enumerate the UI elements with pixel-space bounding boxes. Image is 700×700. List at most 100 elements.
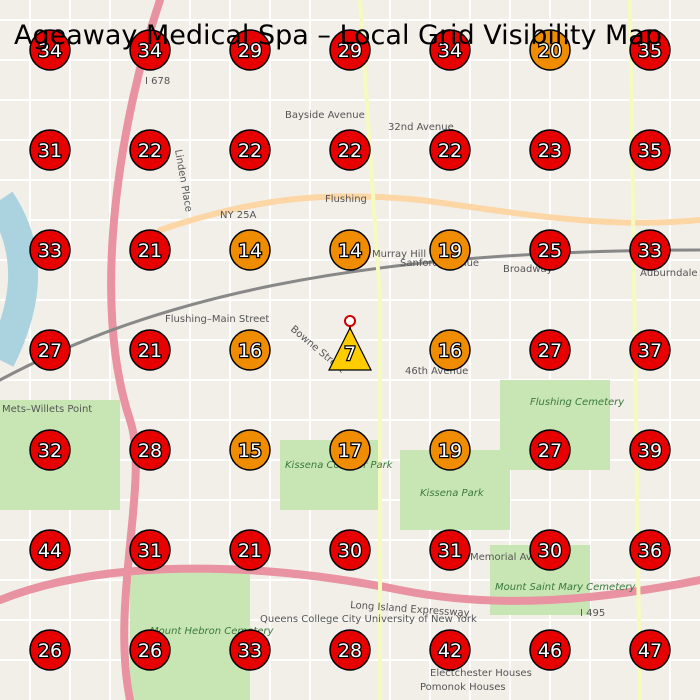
rank-marker (329, 629, 371, 671)
rank-markers: 34 34 29 29 34 20 35 31 22 22 22 22 23 35 33 21 14 14 19 25… (29, 29, 671, 671)
rank-marker (29, 429, 71, 471)
rank-label: 14 (338, 240, 362, 262)
rank-marker (629, 529, 671, 571)
rank-label: 34 (38, 40, 62, 62)
rank-marker (429, 129, 471, 171)
rank-label: 32 (38, 440, 62, 462)
rank-label: 33 (638, 240, 662, 262)
map-label: Bayside Avenue (285, 110, 365, 121)
rank-marker (329, 29, 371, 71)
rank-marker (229, 329, 271, 371)
rank-label: 28 (338, 640, 362, 662)
rank-marker (29, 329, 71, 371)
rank-label: 33 (38, 240, 62, 262)
rank-label: 16 (438, 340, 462, 362)
map-label: I 495 (580, 608, 605, 619)
rank-marker (429, 229, 471, 271)
rank-marker (529, 129, 571, 171)
rank-label: 21 (138, 340, 162, 362)
rank-marker (29, 129, 71, 171)
rank-label: 36 (638, 540, 662, 562)
map-label: Kissena Park (420, 488, 485, 499)
rank-label: 19 (438, 240, 462, 262)
rank-label: 31 (438, 540, 462, 562)
map-title: Ageaway Medical Spa – Local Grid Visibil… (14, 20, 662, 51)
rank-marker (229, 429, 271, 471)
rank-marker (229, 529, 271, 571)
map-label: Electchester Houses (430, 668, 532, 679)
rank-label: 30 (338, 540, 362, 562)
water (0, 191, 39, 367)
rank-label: 21 (138, 240, 162, 262)
rank-label: 42 (438, 640, 462, 662)
rank-marker (29, 229, 71, 271)
rank-marker (629, 229, 671, 271)
rank-marker (529, 429, 571, 471)
rank-label: 22 (138, 140, 162, 162)
rank-marker (129, 29, 171, 71)
rank-marker (29, 29, 71, 71)
rank-label: 35 (638, 140, 662, 162)
rank-marker (129, 229, 171, 271)
rank-marker (329, 129, 371, 171)
map-label: Memorial Avenue (470, 552, 557, 563)
rank-label: 34 (138, 40, 162, 62)
rank-marker (429, 329, 471, 371)
rank-marker (529, 229, 571, 271)
rank-label: 29 (238, 40, 262, 62)
map-label: Mount Saint Mary Cemetery (495, 582, 636, 593)
rank-label: 37 (638, 340, 662, 362)
rank-label: 25 (538, 240, 562, 262)
rank-marker (429, 29, 471, 71)
rank-marker (629, 329, 671, 371)
rank-marker (129, 529, 171, 571)
rank-marker (329, 229, 371, 271)
map-label: Auburndale (640, 268, 698, 279)
map-label: Mets–Willets Point (2, 404, 92, 415)
rank-marker (629, 429, 671, 471)
rank-marker (229, 29, 271, 71)
rank-marker (629, 129, 671, 171)
rank-label: 33 (238, 640, 262, 662)
rank-label: 31 (138, 540, 162, 562)
rank-label: 27 (38, 340, 62, 362)
rank-label: 31 (38, 140, 62, 162)
rank-marker (429, 529, 471, 571)
rank-label: 22 (338, 140, 362, 162)
rank-marker (529, 29, 571, 71)
rank-label: 21 (238, 540, 262, 562)
rank-marker (129, 329, 171, 371)
rank-marker (229, 229, 271, 271)
rank-label: 22 (438, 140, 462, 162)
rank-label: 15 (238, 440, 262, 462)
map-label: Pomonok Houses (420, 682, 506, 693)
rank-marker (29, 529, 71, 571)
rank-marker (529, 629, 571, 671)
rank-marker (629, 629, 671, 671)
rank-label: 27 (538, 440, 562, 462)
rank-label: 26 (138, 640, 162, 662)
center-rank-label: 7 (344, 343, 356, 365)
location-pin (344, 315, 356, 327)
map-label: NY 25A (220, 210, 256, 221)
rank-label: 28 (138, 440, 162, 462)
rank-label: 29 (338, 40, 362, 62)
rank-marker (429, 429, 471, 471)
rank-label: 30 (538, 540, 562, 562)
rank-marker (129, 129, 171, 171)
rank-marker (329, 529, 371, 571)
rank-label: 20 (538, 40, 562, 62)
rank-label: 44 (38, 540, 62, 562)
rank-label: 46 (538, 640, 562, 662)
rank-label: 19 (438, 440, 462, 462)
map-label: Mount Hebron Cemetery (150, 626, 275, 637)
rank-marker (429, 629, 471, 671)
rank-label: 26 (38, 640, 62, 662)
rank-label: 16 (238, 340, 262, 362)
rank-label: 23 (538, 140, 562, 162)
rank-label: 14 (238, 240, 262, 262)
map-label: Queens College City University of New Yo… (260, 614, 477, 625)
rank-marker (129, 629, 171, 671)
